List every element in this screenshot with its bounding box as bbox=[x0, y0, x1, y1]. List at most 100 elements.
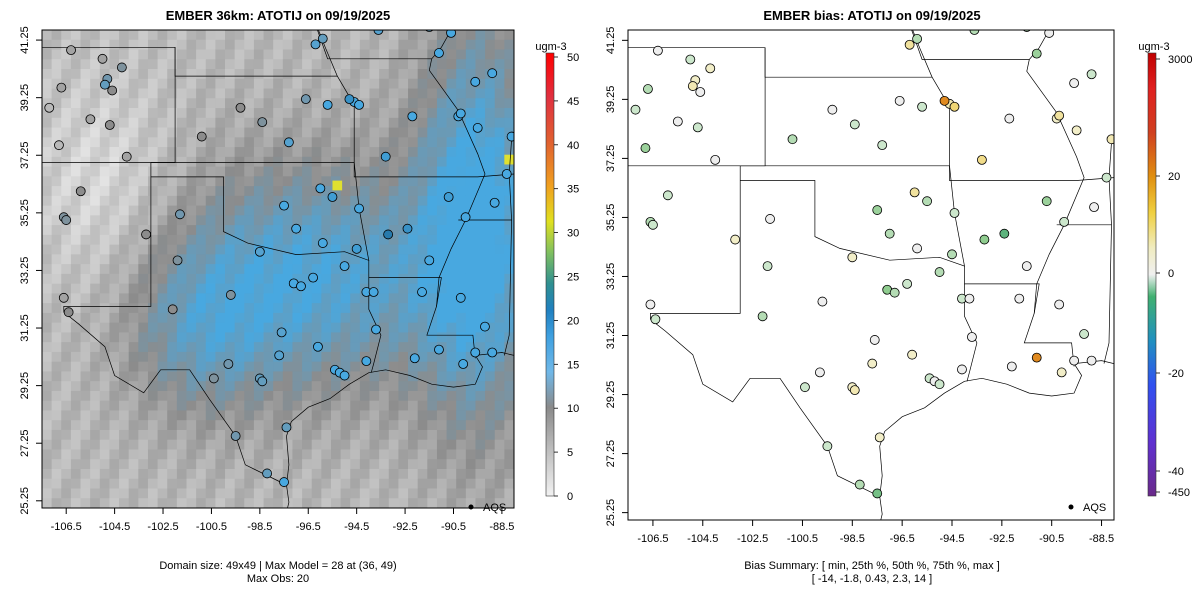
model-cell bbox=[456, 49, 467, 60]
model-cell bbox=[234, 361, 245, 372]
model-cell bbox=[282, 371, 293, 382]
model-cell bbox=[119, 312, 130, 324]
model-cell bbox=[446, 59, 457, 70]
model-cell bbox=[196, 273, 207, 285]
model-cell bbox=[273, 108, 284, 119]
model-cell bbox=[302, 381, 313, 392]
model-cell bbox=[388, 371, 399, 382]
model-cell bbox=[475, 137, 486, 148]
model-cell bbox=[61, 351, 72, 363]
model-cell bbox=[475, 381, 486, 392]
model-cell bbox=[427, 156, 438, 167]
model-cell bbox=[446, 351, 457, 363]
right-station-marker bbox=[854, 479, 865, 490]
model-cell bbox=[70, 49, 81, 60]
model-cell bbox=[99, 293, 110, 304]
model-cell bbox=[485, 429, 496, 441]
model-cell bbox=[465, 283, 476, 294]
model-cell bbox=[330, 147, 342, 158]
left-station-marker bbox=[56, 82, 67, 93]
model-cell bbox=[42, 49, 53, 60]
model-cell bbox=[465, 234, 476, 246]
model-cell bbox=[119, 478, 130, 489]
model-cell bbox=[61, 78, 72, 89]
model-cell bbox=[330, 234, 342, 246]
model-cell bbox=[70, 342, 81, 353]
model-cell bbox=[302, 205, 313, 216]
model-cell bbox=[388, 127, 399, 138]
model-cell bbox=[80, 156, 91, 167]
model-cell bbox=[340, 478, 351, 489]
model-cell bbox=[359, 59, 370, 70]
model-cell bbox=[417, 244, 428, 255]
model-cell bbox=[42, 156, 53, 167]
model-cell bbox=[109, 459, 120, 470]
model-cell bbox=[311, 176, 322, 187]
model-cell bbox=[196, 195, 207, 206]
model-cell bbox=[504, 410, 514, 421]
model-cell bbox=[138, 176, 149, 187]
state-border bbox=[63, 311, 287, 486]
model-cell bbox=[446, 176, 457, 187]
model-cell bbox=[408, 69, 419, 80]
model-cell bbox=[225, 127, 236, 138]
model-cell bbox=[61, 429, 72, 441]
model-cell bbox=[388, 137, 399, 148]
model-cell bbox=[379, 351, 390, 363]
model-cell bbox=[128, 371, 139, 382]
model-cell bbox=[379, 166, 390, 177]
model-cell bbox=[90, 449, 101, 460]
model-cell bbox=[119, 244, 130, 255]
model-cell bbox=[408, 390, 419, 402]
model-cell bbox=[436, 127, 447, 138]
model-cell bbox=[51, 225, 62, 236]
model-cell bbox=[99, 88, 110, 99]
model-cell bbox=[167, 449, 178, 460]
model-cell bbox=[234, 215, 245, 226]
model-cell bbox=[302, 108, 313, 119]
model-cell bbox=[436, 459, 447, 470]
model-cell bbox=[234, 498, 245, 508]
model-cell bbox=[244, 312, 255, 324]
model-cell bbox=[408, 39, 419, 50]
model-cell bbox=[99, 498, 110, 508]
model-cell bbox=[408, 244, 419, 255]
model-cell bbox=[427, 351, 438, 363]
model-cell bbox=[465, 49, 476, 60]
model-cell bbox=[263, 361, 274, 372]
model-cell bbox=[138, 225, 149, 236]
model-cell bbox=[225, 498, 236, 508]
model-cell bbox=[379, 498, 390, 508]
model-cell bbox=[417, 342, 428, 353]
model-cell bbox=[446, 166, 457, 177]
model-cell bbox=[311, 166, 322, 177]
model-cell bbox=[456, 137, 467, 148]
lat-tick-label: 25.25 bbox=[605, 499, 617, 527]
model-cell bbox=[417, 361, 428, 372]
model-cell bbox=[359, 488, 370, 499]
model-cell bbox=[70, 468, 81, 480]
model-cell bbox=[196, 264, 207, 275]
model-cell bbox=[485, 30, 496, 41]
model-cell bbox=[42, 78, 53, 89]
right-station-marker bbox=[847, 252, 858, 263]
right-station-marker bbox=[1004, 113, 1015, 124]
model-cell bbox=[234, 137, 245, 148]
model-cell bbox=[369, 225, 380, 236]
model-cell bbox=[302, 351, 313, 363]
model-cell bbox=[427, 59, 438, 70]
model-cell bbox=[196, 420, 207, 431]
right-station-marker bbox=[1021, 261, 1032, 272]
model-cell bbox=[436, 371, 447, 382]
model-cell bbox=[465, 410, 476, 421]
model-cell bbox=[475, 390, 486, 402]
model-cell bbox=[186, 127, 197, 138]
model-cell bbox=[494, 283, 505, 294]
model-cell bbox=[90, 215, 101, 226]
model-cell bbox=[302, 264, 313, 275]
model-cell bbox=[80, 78, 91, 89]
model-cell bbox=[456, 254, 467, 265]
model-cell bbox=[456, 176, 467, 187]
model-cell bbox=[436, 322, 447, 333]
model-cell bbox=[186, 98, 197, 109]
